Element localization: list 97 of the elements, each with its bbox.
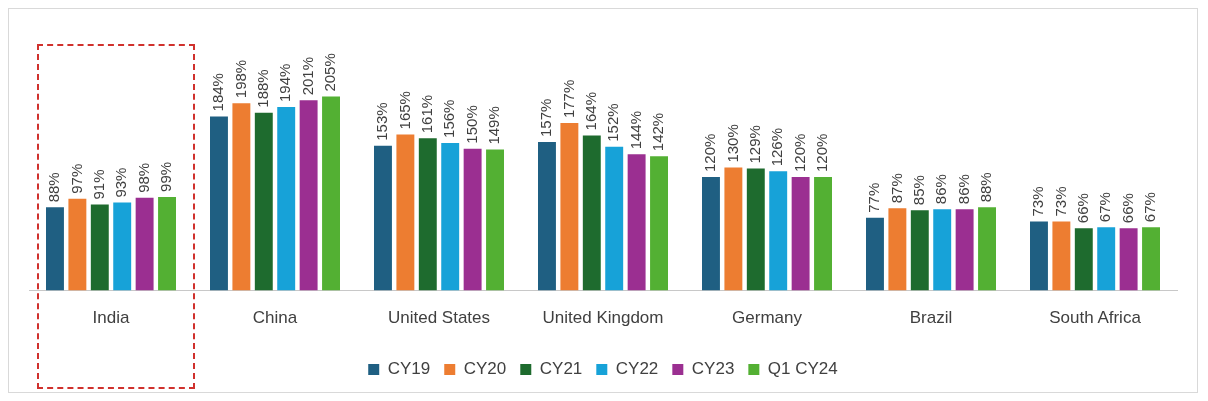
bar [232,103,251,291]
bar [538,142,556,291]
data-label: 88% [45,172,63,203]
bar [1097,227,1116,291]
x-tick-label: Germany [732,308,803,328]
data-label: 73% [1029,186,1047,217]
x-tick-label: Brazil [909,308,953,328]
data-label: 86% [954,174,972,205]
data-label: 97% [67,163,85,194]
data-label: 142% [649,112,667,152]
bar [90,204,109,291]
data-label: 161% [417,94,435,134]
data-label: 67% [1141,192,1159,223]
bar [814,177,832,291]
data-label: 177% [559,79,577,119]
data-label: 93% [112,167,130,198]
x-tick-label: United Kingdom [542,308,664,328]
bar [978,207,996,291]
data-label: 66% [1118,193,1136,224]
data-label: 149% [485,106,503,145]
bar [113,202,132,291]
legend-label: Q1 CY24 [767,359,838,379]
bar [210,116,228,291]
bar [1030,221,1048,291]
bar [933,209,952,291]
data-label: 99% [157,161,175,192]
legend-label: CY22 [615,359,659,379]
data-label: 120% [701,133,719,173]
data-label: 66% [1073,193,1091,224]
data-label: 188% [253,69,271,108]
legend-label: CY21 [539,359,583,379]
data-label: 205% [321,53,339,92]
data-label: 152% [604,103,622,142]
data-label: 198% [231,59,249,99]
bar [627,154,646,291]
x-tick-label: United States [387,308,491,328]
x-tick-label: India [92,308,130,328]
bar [910,210,929,291]
bar [396,134,415,291]
bar [322,96,340,291]
data-label: 150% [462,105,480,144]
bar [486,149,504,291]
bar [724,167,743,291]
bar [582,135,601,291]
bar [791,177,810,291]
bar [418,138,437,291]
legend-label: CY19 [387,359,431,379]
x-tick-label: China [252,308,298,328]
bar [769,171,788,291]
x-tick-label: South Africa [1049,308,1142,328]
legend-label: CY20 [463,359,507,379]
data-label: 164% [581,92,599,131]
bar [866,217,884,291]
data-label: 87% [887,173,905,204]
data-label: 73% [1051,186,1069,217]
bar [888,208,907,291]
bar [955,209,974,291]
bar [254,112,273,291]
data-label: 165% [395,91,413,130]
bar [277,107,296,291]
bar [650,156,668,291]
data-label: 67% [1096,192,1114,223]
bar [463,148,482,291]
bar [135,197,154,291]
bar [441,142,460,291]
data-label: 120% [813,133,831,173]
data-label: 91% [89,169,107,200]
data-label: 156% [440,99,458,138]
data-label: 85% [909,175,927,206]
bar [560,123,579,291]
bar [299,100,318,291]
data-label: 184% [209,73,227,112]
data-label: 201% [298,57,316,96]
bar [1119,228,1138,291]
bar [68,198,87,291]
data-label: 144% [626,110,644,150]
bar [1074,228,1093,291]
bar [46,207,64,291]
data-label: 77% [865,182,883,213]
data-label: 129% [745,125,763,164]
bar [605,146,624,291]
bar [158,196,176,291]
data-label: 130% [723,124,741,163]
data-label: 88% [977,172,995,203]
bar [1142,227,1160,291]
bar [746,168,765,291]
data-label: 194% [276,63,294,102]
bar [702,177,720,291]
data-label: 126% [768,127,786,167]
data-label: 120% [790,133,808,173]
data-label: 98% [134,162,152,193]
data-label: 153% [373,102,391,141]
bar [1052,221,1071,291]
bar [374,145,392,291]
data-label: 157% [537,98,555,138]
data-label: 86% [932,174,950,205]
legend-label: CY23 [691,359,735,379]
